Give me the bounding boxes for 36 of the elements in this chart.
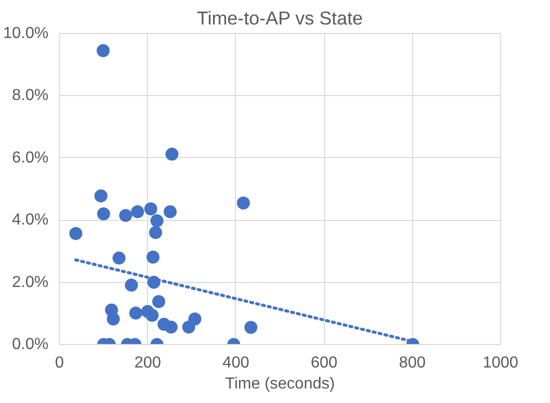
point (146, 250, 160, 264)
point (96, 44, 110, 58)
y-tick-label: 10.0% (3, 25, 49, 42)
x-tick-label: 200 (134, 354, 162, 372)
x-tick-label: 800 (398, 354, 426, 372)
point (129, 306, 142, 320)
point (244, 320, 258, 334)
point (146, 308, 159, 322)
point (144, 202, 158, 216)
point (188, 312, 202, 326)
point (164, 320, 178, 334)
y-tick-label: 6.0% (12, 149, 48, 166)
x-axis-title: Time (seconds) (225, 376, 335, 392)
x-tick-label: 0 (55, 354, 64, 372)
point (69, 226, 82, 240)
point (124, 278, 138, 292)
point (165, 148, 178, 161)
point (131, 205, 144, 218)
point (164, 205, 177, 218)
x-tick-label: 400 (222, 354, 250, 372)
x-tick-label: 1000 (482, 354, 518, 372)
chart-title: Time-to-AP vs State (196, 8, 363, 28)
y-tick-label: 2.0% (12, 274, 48, 291)
y-tick-label: 8.0% (12, 87, 48, 104)
y-tick-label: 4.0% (12, 212, 48, 229)
point (236, 196, 250, 210)
point (97, 207, 110, 220)
point (119, 208, 132, 222)
point (150, 214, 164, 228)
x-tick-label: 600 (310, 354, 338, 372)
y-tick-label: 0.0% (12, 336, 48, 353)
point (152, 295, 166, 308)
point (149, 226, 162, 240)
point (112, 252, 126, 265)
point (106, 312, 120, 326)
point (94, 189, 108, 202)
